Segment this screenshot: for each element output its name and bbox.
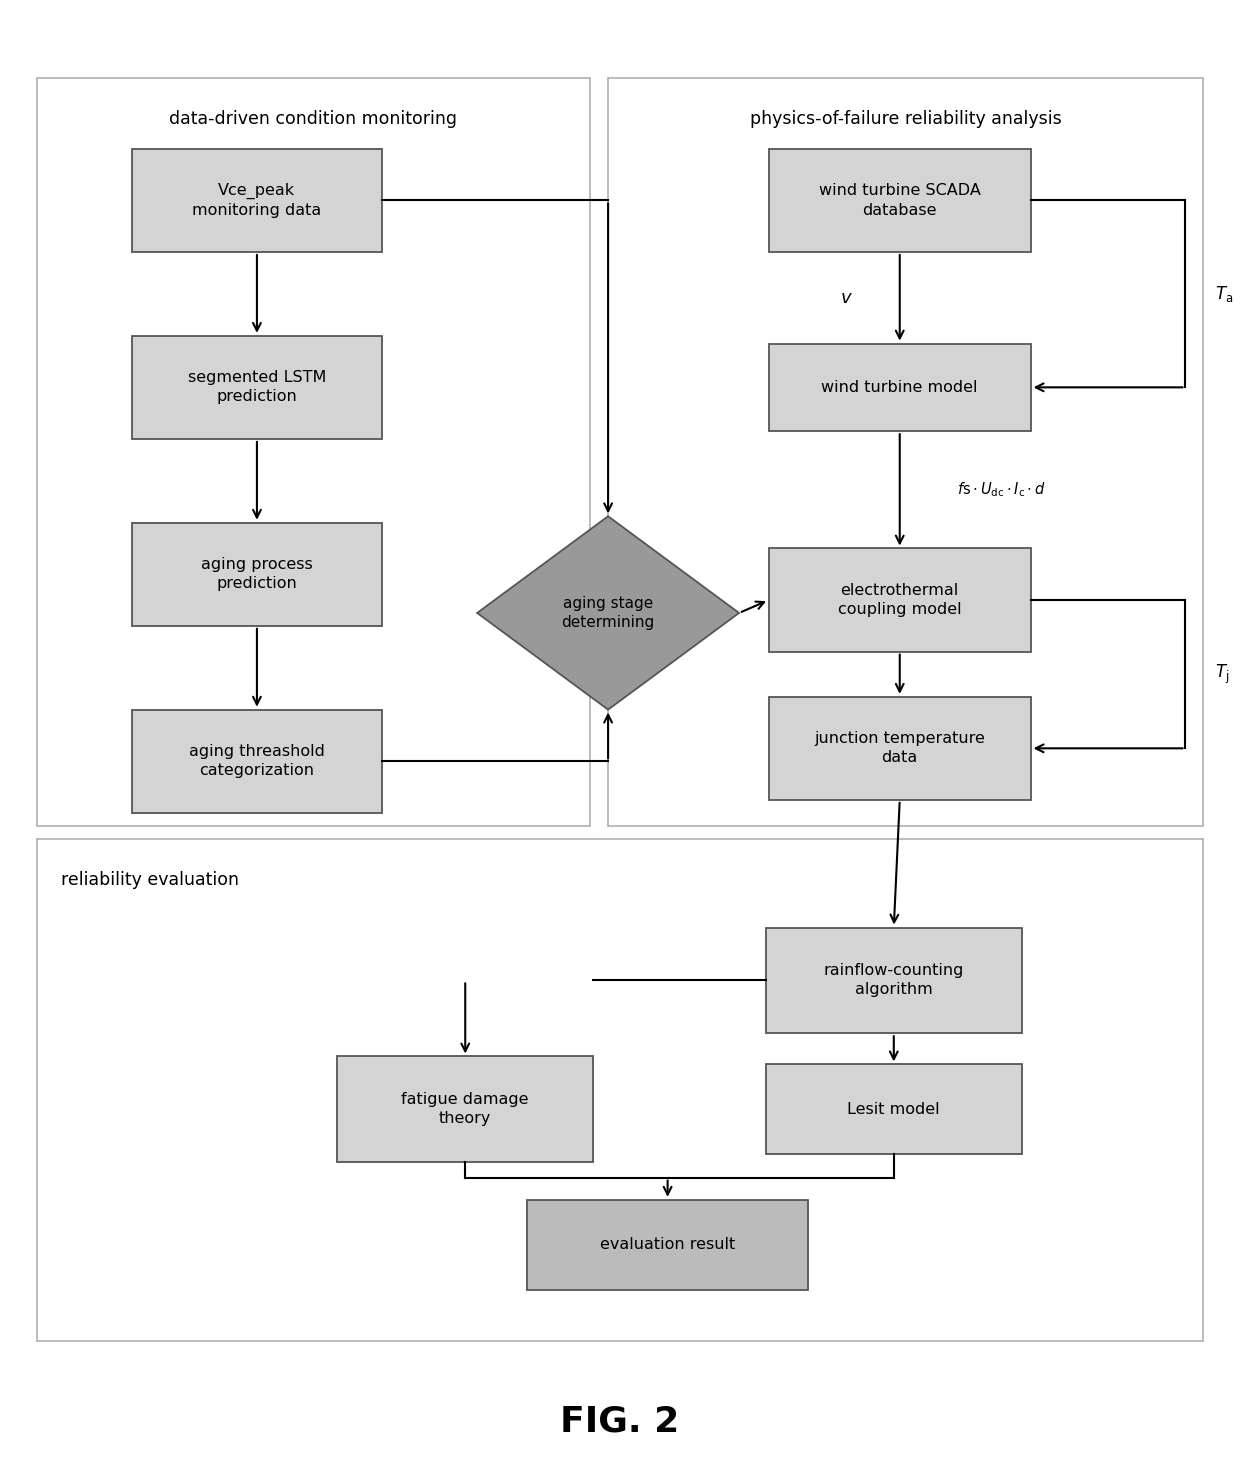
FancyBboxPatch shape xyxy=(131,523,382,626)
FancyBboxPatch shape xyxy=(131,149,382,252)
Text: $T_{\rm j}$: $T_{\rm j}$ xyxy=(1215,662,1230,686)
Text: rainflow-counting
algorithm: rainflow-counting algorithm xyxy=(823,964,963,998)
Text: segmented LSTM
prediction: segmented LSTM prediction xyxy=(187,371,326,404)
Text: $v$: $v$ xyxy=(839,289,853,306)
Text: junction temperature
data: junction temperature data xyxy=(815,731,986,765)
Text: wind turbine model: wind turbine model xyxy=(821,379,978,396)
Polygon shape xyxy=(477,516,739,709)
Text: FIG. 2: FIG. 2 xyxy=(560,1403,680,1439)
FancyBboxPatch shape xyxy=(766,1065,1022,1154)
Text: physics-of-failure reliability analysis: physics-of-failure reliability analysis xyxy=(750,110,1061,127)
FancyBboxPatch shape xyxy=(766,927,1022,1033)
Bar xyxy=(37,78,590,826)
Text: reliability evaluation: reliability evaluation xyxy=(61,870,238,889)
Text: data-driven condition monitoring: data-driven condition monitoring xyxy=(170,110,458,127)
FancyBboxPatch shape xyxy=(131,335,382,440)
Text: aging threashold
categorization: aging threashold categorization xyxy=(188,744,325,778)
Text: aging stage
determining: aging stage determining xyxy=(562,596,655,630)
FancyBboxPatch shape xyxy=(769,149,1030,252)
Text: fatigue damage
theory: fatigue damage theory xyxy=(402,1093,529,1127)
FancyBboxPatch shape xyxy=(769,697,1030,800)
FancyBboxPatch shape xyxy=(131,709,382,813)
FancyBboxPatch shape xyxy=(769,343,1030,431)
Text: Vce_peak
monitoring data: Vce_peak monitoring data xyxy=(192,183,321,218)
Bar xyxy=(37,838,1203,1342)
Text: wind turbine SCADA
database: wind turbine SCADA database xyxy=(818,183,981,217)
FancyBboxPatch shape xyxy=(769,548,1030,652)
FancyBboxPatch shape xyxy=(337,1056,593,1162)
FancyBboxPatch shape xyxy=(527,1200,808,1289)
Text: Lesit model: Lesit model xyxy=(847,1102,940,1116)
Text: electrothermal
coupling model: electrothermal coupling model xyxy=(838,583,961,617)
Text: evaluation result: evaluation result xyxy=(600,1236,735,1253)
Text: aging process
prediction: aging process prediction xyxy=(201,557,312,592)
Bar xyxy=(608,78,1203,826)
Text: $T_{\rm a}$: $T_{\rm a}$ xyxy=(1215,284,1234,303)
Text: $f{\rm s}\cdot U_{\rm dc}\cdot I_{\rm c}\cdot d$: $f{\rm s}\cdot U_{\rm dc}\cdot I_{\rm c}… xyxy=(956,481,1045,500)
